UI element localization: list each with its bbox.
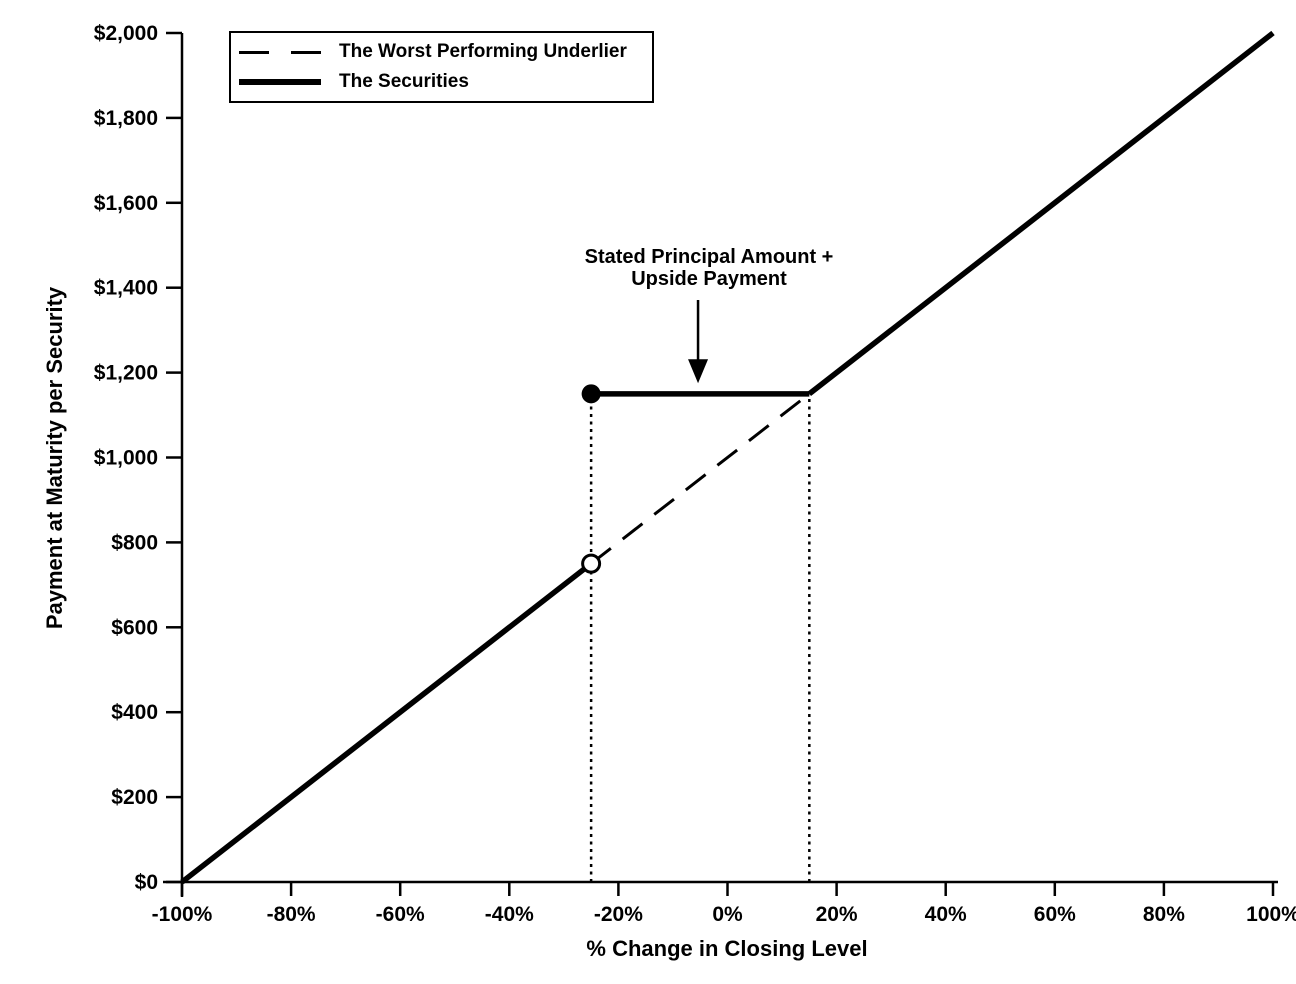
x-tick-label: 60%	[1034, 903, 1076, 926]
series-segment-the-securities	[807, 30, 1275, 396]
y-tick-label: $1,000	[94, 447, 158, 470]
x-tick-label: -60%	[376, 903, 425, 926]
x-tick-label: -80%	[267, 903, 316, 926]
legend: The Worst Performing Underlier The Secur…	[229, 31, 654, 103]
x-axis-title: % Change in Closing Level	[586, 936, 868, 961]
x-tick-label: 40%	[925, 903, 967, 926]
y-tick-label: $200	[111, 786, 158, 809]
x-tick-label: 80%	[1143, 903, 1185, 926]
x-tick-label: 20%	[816, 903, 858, 926]
x-tick-label: -20%	[594, 903, 643, 926]
y-axis-title: Payment at Maturity per Security	[42, 286, 67, 630]
y-tick-label: $1,200	[94, 362, 158, 385]
legend-label: The Securities	[339, 71, 469, 92]
legend-label: The Worst Performing Underlier	[339, 41, 627, 62]
x-tick-label: 0%	[712, 903, 743, 926]
solid-line-sample	[239, 79, 321, 85]
filled-circle-marker	[581, 384, 601, 404]
series-segment-the-securities	[180, 561, 593, 885]
x-tick-label: -100%	[152, 903, 213, 926]
y-tick-label: $800	[111, 531, 158, 554]
x-tick-label: -40%	[485, 903, 534, 926]
y-tick-label: $400	[111, 701, 158, 724]
y-tick-label: $1,400	[94, 277, 158, 300]
open-circle-marker	[581, 553, 602, 574]
annotation-stated-principal: Stated Principal Amount + Upside Payment	[509, 246, 909, 290]
y-tick-label: $1,600	[94, 192, 158, 215]
legend-entry-securities: The Securities	[239, 68, 648, 96]
series-segment-the-worst-performing-underlier	[590, 392, 811, 565]
y-tick-label: $600	[111, 616, 158, 639]
dashed-line-sample	[239, 50, 321, 54]
legend-entry-worst-performing-underlier: The Worst Performing Underlier	[239, 38, 648, 66]
annotation-line-1: Stated Principal Amount +	[584, 246, 834, 268]
annotation-arrow-head	[688, 359, 709, 384]
y-tick-label: $0	[135, 871, 158, 894]
x-tick-label: 100%	[1246, 903, 1296, 926]
y-tick-label: $2,000	[94, 22, 158, 45]
y-tick-label: $1,800	[94, 107, 158, 130]
annotation-line-2: Upside Payment	[631, 268, 787, 290]
